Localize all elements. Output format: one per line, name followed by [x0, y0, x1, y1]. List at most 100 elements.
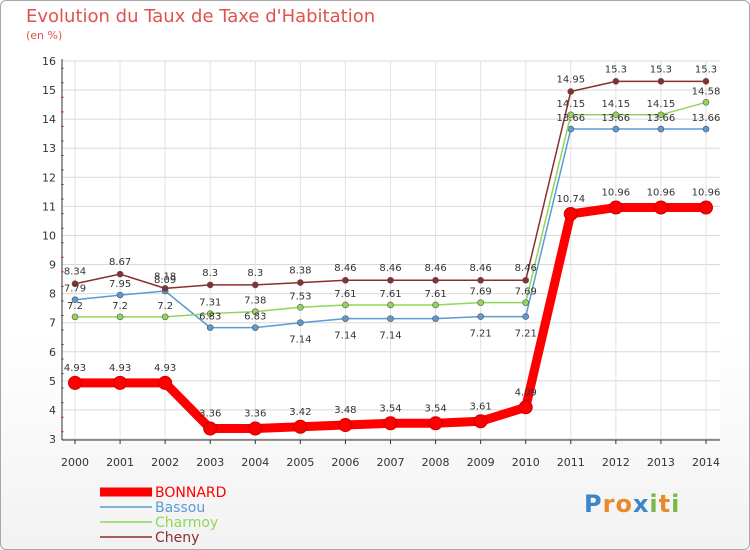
data-point-bonnard — [518, 400, 533, 415]
data-point-cheny — [251, 281, 259, 289]
data-label-bassou: 7.95 — [109, 279, 131, 290]
data-label-charmoy: 7.61 — [334, 289, 356, 300]
data-point-bonnard — [248, 421, 263, 436]
data-label-bassou: 8.09 — [154, 275, 176, 286]
data-label-bonnard: 10.96 — [692, 188, 721, 199]
legend-label-charmoy: Charmoy — [155, 515, 218, 531]
data-label-bassou: 7.14 — [379, 331, 401, 342]
x-tick-label: 2004 — [241, 456, 269, 469]
y-tick-label: 4 — [49, 404, 56, 417]
data-label-cheny: 8.3 — [202, 268, 218, 279]
data-point-bonnard — [653, 200, 668, 215]
data-label-bassou: 13.66 — [647, 113, 676, 124]
data-point-charmoy — [116, 313, 124, 321]
data-label-bonnard: 4.93 — [64, 363, 86, 374]
data-label-bassou: 7.21 — [515, 329, 537, 340]
data-point-bonnard — [113, 375, 128, 390]
data-label-cheny: 8.3 — [247, 268, 263, 279]
data-point-cheny — [161, 285, 169, 292]
data-point-bonnard — [338, 418, 353, 433]
data-label-charmoy: 14.15 — [602, 99, 631, 110]
data-point-cheny — [116, 270, 124, 278]
data-label-bonnard: 10.74 — [556, 194, 585, 205]
x-tick-label: 2011 — [557, 456, 585, 469]
data-point-bonnard — [68, 375, 82, 390]
logo-letter: t — [658, 490, 672, 518]
data-point-cheny — [657, 78, 665, 85]
data-point-bassou — [612, 125, 620, 133]
data-point-bassou — [387, 315, 394, 322]
data-label-charmoy: 7.38 — [244, 296, 266, 307]
series-lines — [68, 78, 713, 436]
data-label-cheny: 15.3 — [695, 64, 717, 75]
data-point-charmoy — [432, 301, 439, 309]
data-label-cheny: 8.38 — [289, 266, 311, 277]
x-tick-label: 2009 — [467, 456, 495, 469]
data-label-charmoy: 14.15 — [556, 99, 585, 110]
data-point-charmoy — [161, 313, 169, 321]
data-label-bonnard: 3.48 — [334, 405, 356, 416]
data-label-charmoy: 7.61 — [379, 289, 401, 300]
data-label-charmoy: 14.15 — [647, 99, 676, 110]
data-label-charmoy: 7.2 — [67, 301, 83, 312]
x-tick-label: 2014 — [692, 456, 720, 469]
data-label-bassou: 6.83 — [244, 312, 266, 323]
data-point-bassou — [522, 313, 530, 320]
data-point-charmoy — [702, 98, 710, 106]
x-tick-label: 2010 — [512, 456, 540, 469]
x-tick-label: 2008 — [422, 456, 450, 469]
y-tick-label: 8 — [49, 288, 56, 301]
y-tick-label: 9 — [49, 259, 56, 272]
logo-letter: x — [632, 490, 650, 518]
data-point-cheny — [342, 276, 349, 284]
x-tick-label: 2012 — [602, 456, 630, 469]
data-point-bassou — [116, 291, 124, 299]
data-label-cheny: 8.46 — [424, 263, 446, 274]
data-label-bonnard: 3.36 — [199, 409, 221, 420]
y-tick-label: 7 — [49, 317, 56, 330]
data-label-bonnard: 10.96 — [602, 188, 631, 199]
data-label-bonnard: 3.42 — [289, 407, 311, 418]
legend-label-cheny: Cheny — [155, 530, 199, 546]
logo-letter: i — [671, 490, 681, 518]
data-point-bonnard — [608, 200, 623, 215]
data-label-cheny: 8.67 — [109, 257, 131, 268]
data-point-charmoy — [206, 310, 214, 317]
data-label-charmoy: 14.58 — [692, 86, 721, 97]
y-tick-label: 13 — [42, 142, 56, 155]
y-tick-label: 15 — [42, 84, 56, 97]
data-point-cheny — [387, 276, 394, 284]
data-label-bonnard: 4.09 — [515, 387, 537, 398]
data-label-bassou: 13.66 — [556, 113, 585, 124]
legend-label-bassou: Bassou — [155, 500, 205, 516]
data-point-bassou — [477, 313, 484, 320]
data-point-cheny — [206, 281, 214, 289]
data-point-charmoy — [387, 301, 394, 309]
data-point-charmoy — [612, 111, 620, 119]
data-point-charmoy — [657, 111, 665, 119]
data-point-charmoy — [71, 313, 79, 321]
data-point-cheny — [567, 88, 575, 95]
y-tick-label: 11 — [42, 200, 56, 213]
data-point-charmoy — [342, 301, 349, 309]
x-tick-label: 2001 — [106, 456, 134, 469]
data-point-charmoy — [251, 308, 259, 315]
data-point-charmoy — [297, 303, 304, 311]
x-tick-label: 2007 — [377, 456, 405, 469]
data-point-cheny — [432, 276, 439, 284]
data-point-bassou — [702, 125, 710, 133]
data-label-charmoy: 7.2 — [157, 301, 173, 312]
chart-subtitle: (en %) — [26, 29, 63, 42]
grid-lines — [62, 60, 720, 440]
data-point-bassou — [657, 125, 665, 133]
data-label-bassou: 7.14 — [289, 335, 311, 346]
data-point-bonnard — [383, 416, 398, 431]
data-label-bassou: 7.21 — [470, 329, 492, 340]
x-tick-label: 2000 — [61, 456, 89, 469]
data-label-bonnard: 10.96 — [647, 188, 676, 199]
data-label-charmoy: 7.61 — [424, 289, 446, 300]
data-point-bonnard — [699, 200, 713, 215]
data-label-bassou: 13.66 — [602, 113, 631, 124]
